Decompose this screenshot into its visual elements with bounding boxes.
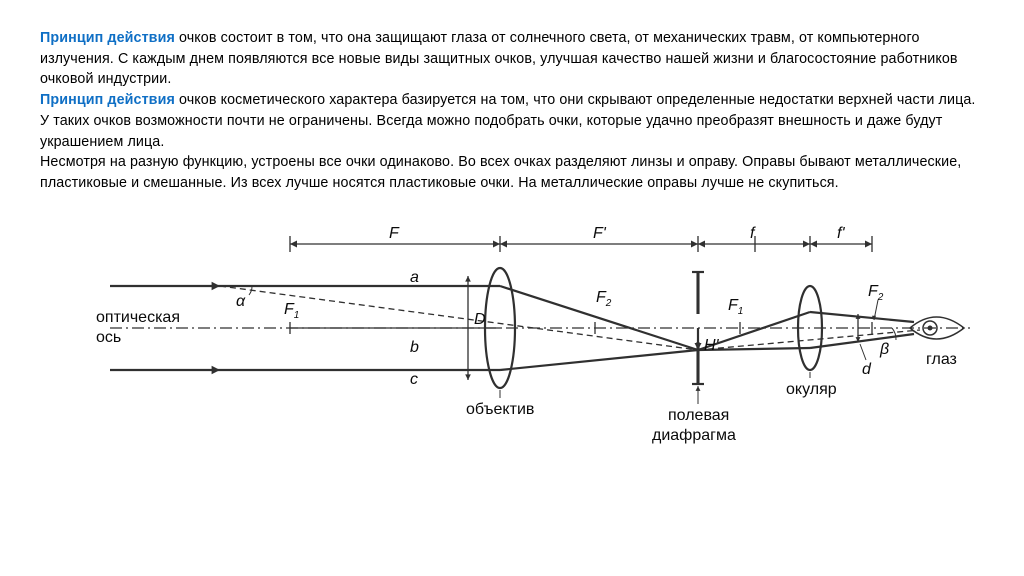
p2: очков косметического характера базируетс…: [40, 92, 975, 149]
svg-text:a: a: [410, 269, 419, 286]
svg-text:F2: F2: [868, 283, 884, 303]
svg-text:F': F': [593, 225, 607, 242]
body-text: Принцип действия очков состоит в том, чт…: [40, 28, 988, 194]
svg-text:d: d: [862, 361, 872, 378]
accent-1: Принцип действия: [40, 30, 175, 46]
svg-text:c: c: [410, 371, 418, 388]
svg-text:D: D: [474, 311, 486, 328]
accent-2: Принцип действия: [40, 92, 175, 108]
svg-text:оптическая: оптическая: [96, 309, 180, 326]
svg-text:диафрагма: диафрагма: [652, 427, 736, 444]
p1: очков состоит в том, что она защищают гл…: [40, 30, 958, 87]
svg-text:объектив: объектив: [466, 401, 534, 418]
svg-text:F1: F1: [728, 297, 743, 317]
svg-text:глаз: глаз: [926, 351, 957, 368]
svg-text:ось: ось: [96, 329, 121, 346]
svg-text:полевая: полевая: [668, 407, 729, 424]
svg-text:b: b: [410, 339, 419, 356]
svg-text:F1: F1: [284, 301, 299, 321]
optical-diagram: αβDdоптическаяосьFF'ff'abcF1F2F1F2H'объе…: [50, 208, 990, 478]
p3: Несмотря на разную функцию, устроены все…: [40, 154, 961, 191]
svg-text:F: F: [389, 225, 400, 242]
svg-text:β: β: [879, 341, 889, 358]
svg-text:α: α: [236, 293, 246, 310]
svg-text:окуляр: окуляр: [786, 381, 837, 398]
svg-text:H': H': [704, 337, 720, 354]
svg-text:F2: F2: [596, 289, 612, 309]
svg-text:f': f': [837, 225, 845, 242]
